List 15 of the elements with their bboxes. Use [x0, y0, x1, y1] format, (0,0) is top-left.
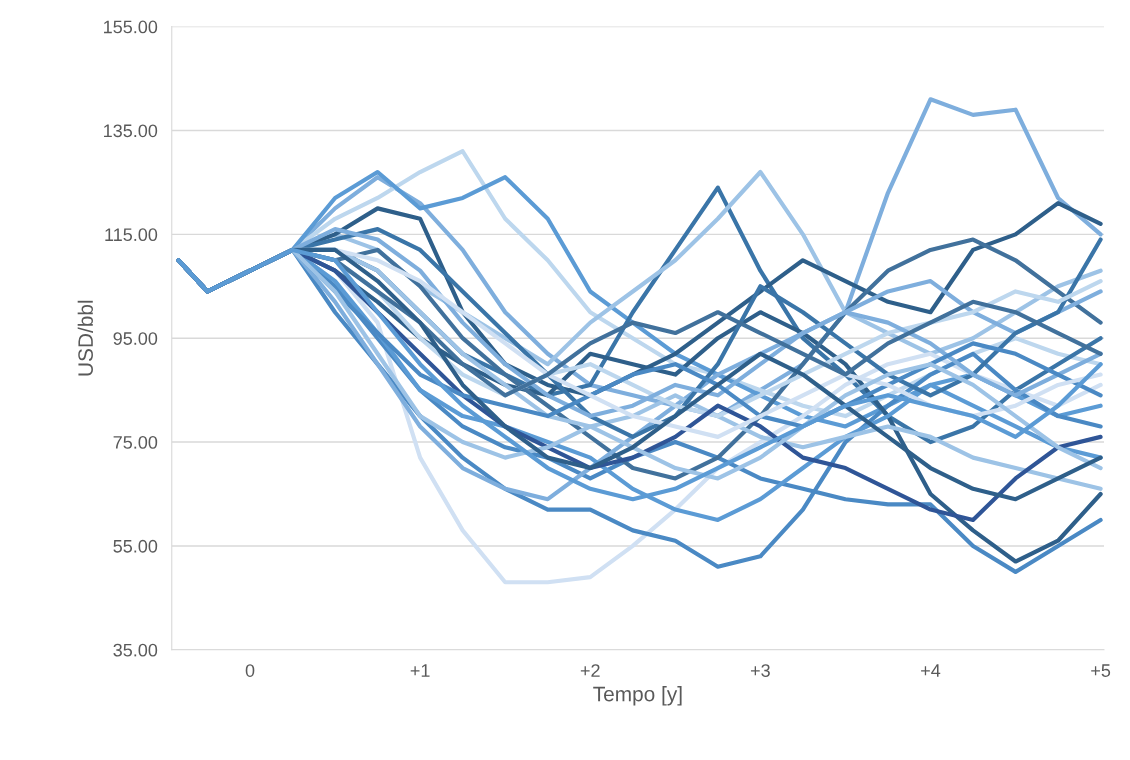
x-tick-label: +2 [580, 664, 600, 677]
x-tick-label: +5 [1091, 664, 1111, 677]
y-tick-label: 95.00 [113, 332, 158, 345]
y-tick-label: 55.00 [113, 539, 158, 553]
x-tick-label: +1 [410, 664, 430, 677]
y-tick-label: 115.00 [105, 228, 158, 242]
y-tick-label: 155.00 [104, 20, 158, 34]
x-axis-title: Tempo [y] [593, 686, 682, 706]
x-tick-label: +3 [750, 664, 770, 677]
x-tick-label: +4 [921, 664, 941, 677]
y-tick-label: 35.00 [113, 643, 158, 657]
y-tick-label: 135.00 [104, 124, 158, 138]
y-axis-title: USD/bbl [77, 300, 93, 376]
x-tick-label: 0 [245, 664, 255, 677]
y-tick-label: 75.00 [113, 436, 158, 449]
